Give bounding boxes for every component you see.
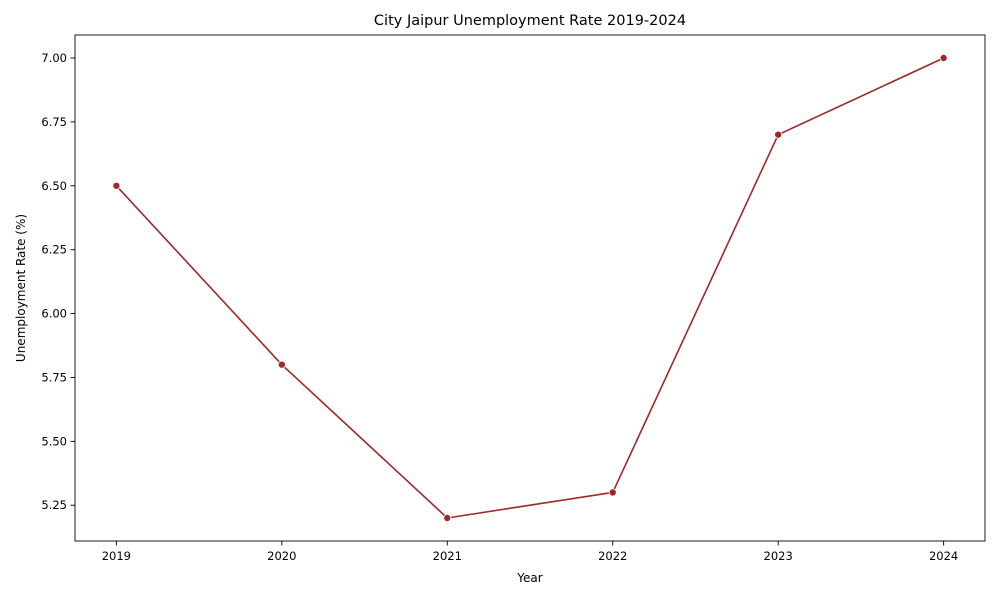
data-point xyxy=(774,130,783,139)
plot-area xyxy=(74,34,986,542)
data-point xyxy=(939,54,948,63)
data-point xyxy=(608,488,617,497)
y-tick-label: 7.00 xyxy=(41,51,67,65)
data-point xyxy=(443,514,452,523)
y-tick-label: 6.00 xyxy=(41,307,67,321)
x-tick-label: 2019 xyxy=(102,549,131,563)
series-line xyxy=(115,57,945,519)
x-axis: 2019 2020 2021 2022 2023 2024 xyxy=(102,541,958,563)
y-tick-label: 6.75 xyxy=(41,115,67,129)
x-axis-label: Year xyxy=(516,571,542,585)
y-axis: 5.25 5.50 5.75 6.00 6.25 6.50 6.75 7.00 xyxy=(41,51,75,512)
y-tick-label: 5.50 xyxy=(41,434,67,448)
y-axis-label: Unemployment Rate (%) xyxy=(14,214,28,362)
data-point xyxy=(112,181,121,190)
x-tick-label: 2022 xyxy=(598,549,627,563)
y-tick-label: 6.50 xyxy=(41,179,67,193)
chart-title: City Jaipur Unemployment Rate 2019-2024 xyxy=(374,13,686,29)
y-tick-label: 6.25 xyxy=(41,243,67,257)
series-layer xyxy=(112,54,948,523)
y-tick-label: 5.25 xyxy=(41,498,67,512)
x-tick-label: 2021 xyxy=(433,549,462,563)
x-tick-label: 2020 xyxy=(267,549,296,563)
data-point xyxy=(277,360,286,369)
y-tick-label: 5.75 xyxy=(41,370,67,384)
x-tick-label: 2023 xyxy=(764,549,793,563)
x-tick-label: 2024 xyxy=(929,549,958,563)
